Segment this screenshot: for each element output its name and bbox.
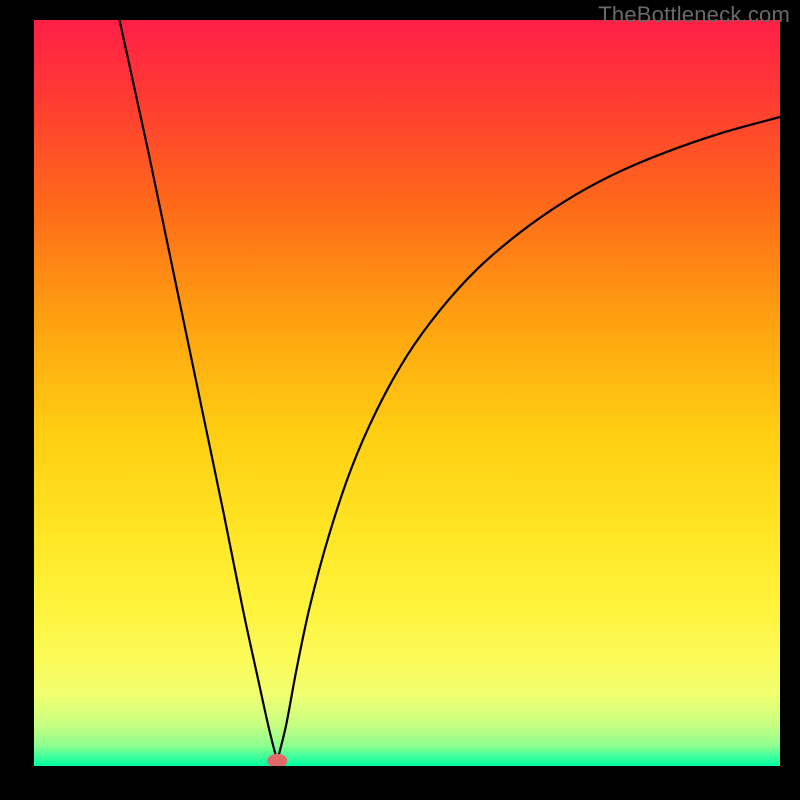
watermark-text: TheBottleneck.com <box>598 2 790 28</box>
minimum-marker <box>267 754 287 768</box>
plot-background-gradient <box>34 20 780 766</box>
bottleneck-chart: TheBottleneck.com <box>0 0 800 800</box>
chart-svg <box>0 0 800 800</box>
